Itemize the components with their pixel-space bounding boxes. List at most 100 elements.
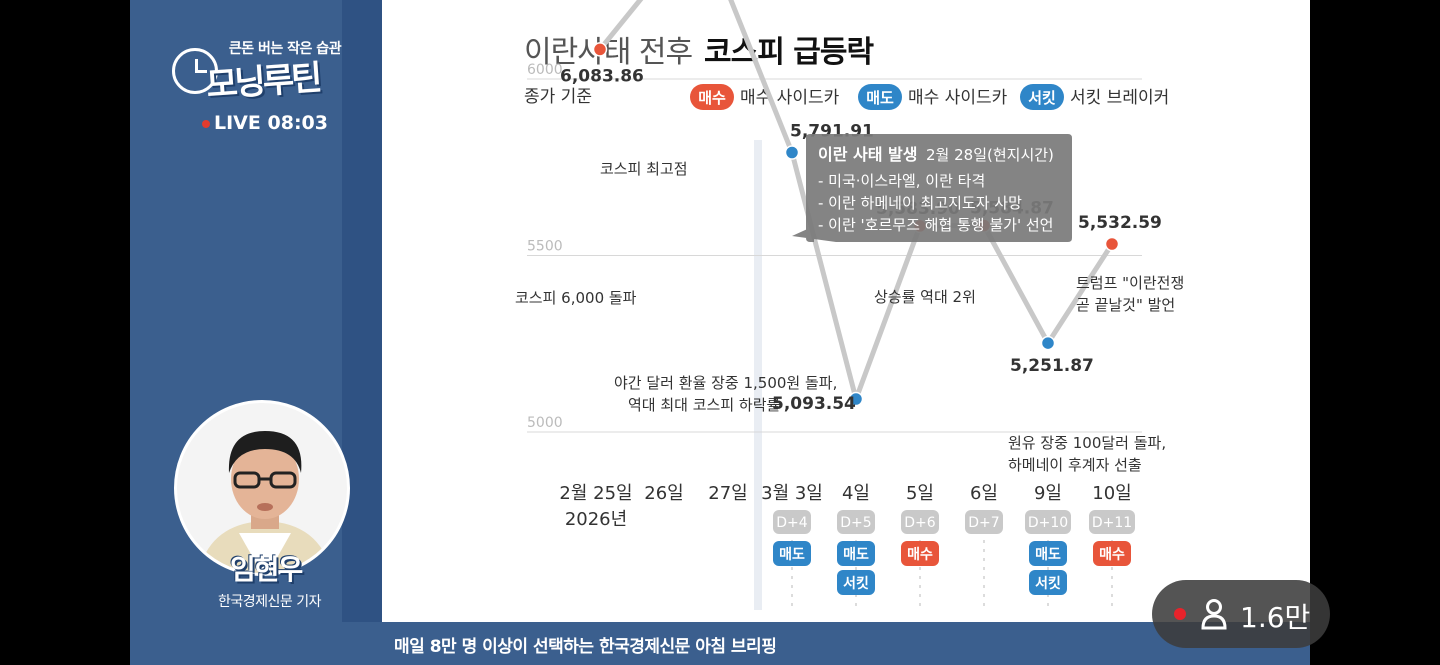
x-tick-label: 10일	[1092, 483, 1131, 504]
presenter-name: 임현우	[230, 553, 303, 586]
event-callout: 이란 사태 발생 2월 28일(현지시간) - 미국·이스라엘, 이란 타격 -…	[792, 134, 1072, 242]
event-tag-label: 서킷	[1035, 575, 1061, 592]
callout-box	[792, 134, 1072, 242]
d-day-tag	[837, 510, 875, 534]
live-dot-icon	[1174, 608, 1186, 620]
y-tick-label: 5000	[527, 415, 563, 431]
annotation: 트럼프 "이란전쟁	[1076, 274, 1184, 292]
panel-stripe	[342, 0, 382, 665]
event-tag-label: 매도	[1035, 547, 1061, 563]
data-point	[1040, 335, 1056, 351]
event-tag-label: 매도	[843, 547, 869, 563]
bottom-banner: 매일 8만 명 이상이 선택하는 한국경제신문 아침 브리핑	[130, 622, 1310, 665]
annotation: 코스피 최고점	[600, 160, 688, 178]
live-indicator: LIVE 08:03	[202, 112, 328, 134]
event-tag-label: 서킷	[843, 575, 869, 592]
event-tag-label: 매수	[907, 547, 933, 563]
live-time: 08:03	[267, 112, 328, 134]
annotation: 역대 최대 코스피 하락률	[628, 396, 781, 414]
d-day-tags: D+4 D+5 D+6 D+7 D+10 D+11	[773, 510, 1135, 534]
d-day-tag-label: D+5	[840, 515, 871, 531]
d-day-tag	[1089, 510, 1135, 534]
value-label: 6,083.86	[560, 66, 644, 86]
chart-subtitle: 종가 기준	[524, 87, 592, 107]
data-point	[848, 391, 864, 407]
callout-title: 이란 사태 발생	[818, 145, 917, 164]
legend-label-circuit: 서킷 브레이커	[1070, 88, 1169, 108]
annotation: 하메네이 후계자 선출	[1008, 456, 1142, 474]
d-day-tag	[965, 510, 1003, 534]
x-tick-label: 2월 25일	[559, 483, 632, 504]
kospi-chart: 이란사태 전후 코스피 급등락 종가 기준 매수 매수 사이드카 매도 매수 사…	[515, 0, 1184, 612]
presenter-avatar	[174, 400, 350, 576]
annotation: 야간 달러 환율 장중 1,500원 돌파,	[614, 374, 837, 392]
d-day-tag	[901, 510, 939, 534]
d-day-tag-label: D+4	[776, 515, 808, 531]
clock-icon	[172, 48, 218, 94]
callout-item: - 이란 하메네이 최고지도자 사망	[818, 194, 1022, 212]
legend-badge-text-buy: 매수	[698, 89, 726, 107]
d-day-tag	[1025, 510, 1071, 534]
x-tick-label: 27일	[708, 483, 747, 504]
bottom-banner-text: 매일 8만 명 이상이 선택하는 한국경제신문 아침 브리핑	[394, 637, 777, 657]
legend-badge-buy	[690, 84, 734, 110]
x-axis-ticks: 2월 25일 2026년 26일 27일 3월 3일 4일 5일 6일 9일 10일	[559, 483, 1131, 530]
legend-badge-text-sell: 매도	[866, 89, 894, 107]
legend-label-sell: 매수 사이드카	[908, 88, 1008, 108]
d-day-tag-label: D+7	[968, 515, 999, 531]
d-day-tag	[773, 510, 811, 534]
presenter-portrait-icon	[177, 403, 347, 573]
person-icon	[1201, 599, 1227, 630]
x-tick-label: 5일	[906, 483, 934, 504]
viewer-count-pill[interactable]: 1.6만	[1152, 580, 1330, 648]
annotation: 상승률 역대 2위	[874, 288, 976, 306]
data-point	[592, 42, 608, 57]
presenter-role: 한국경제신문 기자	[218, 594, 322, 610]
event-tag-label: 매도	[779, 547, 805, 563]
grid-lines	[527, 78, 1142, 433]
d-day-tag-label: D+11	[1092, 515, 1132, 531]
x-tick-sublabel: 2026년	[565, 509, 627, 530]
x-tick-label: 26일	[644, 483, 683, 504]
event-tag	[901, 541, 939, 566]
x-tick-label: 9일	[1034, 483, 1062, 504]
legend-badge-text-circuit: 서킷	[1028, 89, 1056, 107]
event-tag	[1093, 541, 1131, 566]
y-tick-label: 6000	[527, 62, 563, 78]
d-day-tag-label: D+6	[904, 515, 936, 531]
annotation: 코스피 6,000 돌파	[515, 289, 637, 307]
event-tag	[1029, 570, 1067, 595]
callout-item: - 이란 '호르무즈 해협 통행 불가' 선언	[818, 216, 1053, 234]
y-tick-label: 5500	[527, 239, 563, 255]
logo-subtitle: 큰돈 버는 작은 습관	[228, 41, 342, 57]
y-axis-ticks: 5000550060006500	[527, 62, 563, 431]
d-day-tag-label: D+10	[1028, 515, 1068, 531]
program-panel: 큰돈 버는 작은 습관 모닝루틴 LIVE 08:03	[130, 0, 382, 665]
value-label: 5,532.59	[1078, 213, 1162, 233]
video-frame[interactable]: 큰돈 버는 작은 습관 모닝루틴 LIVE 08:03	[130, 0, 1310, 665]
value-label: 5,093.54	[772, 394, 856, 414]
x-tick-label: 4일	[842, 483, 870, 504]
legend: 매수 매수 사이드카 매도 매수 사이드카 서킷 서킷 브레이커	[690, 84, 1169, 110]
x-tick-label: 3월 3일	[761, 483, 823, 504]
legend-badge-circuit	[1020, 84, 1064, 110]
callout-date: 2월 28일(현지시간)	[926, 146, 1054, 164]
data-point	[784, 145, 800, 160]
live-dot-icon	[202, 119, 210, 128]
chart-title-bold: 코스피 급등락	[704, 35, 874, 70]
annotation: 원유 장중 100달러 돌파,	[1008, 434, 1166, 452]
event-tag	[837, 570, 875, 595]
annotation: 곧 끝날것" 발언	[1076, 296, 1175, 314]
legend-badge-sell	[858, 84, 902, 110]
value-label: 5,251.87	[1010, 356, 1094, 376]
event-marker-band	[754, 140, 762, 610]
live-label: LIVE	[214, 112, 261, 134]
viewer-count: 1.6만	[1240, 601, 1311, 634]
data-point	[1104, 236, 1120, 252]
event-tag	[773, 541, 811, 566]
event-tag	[1029, 541, 1067, 566]
callout-item: - 미국·이스라엘, 이란 타격	[818, 172, 985, 190]
